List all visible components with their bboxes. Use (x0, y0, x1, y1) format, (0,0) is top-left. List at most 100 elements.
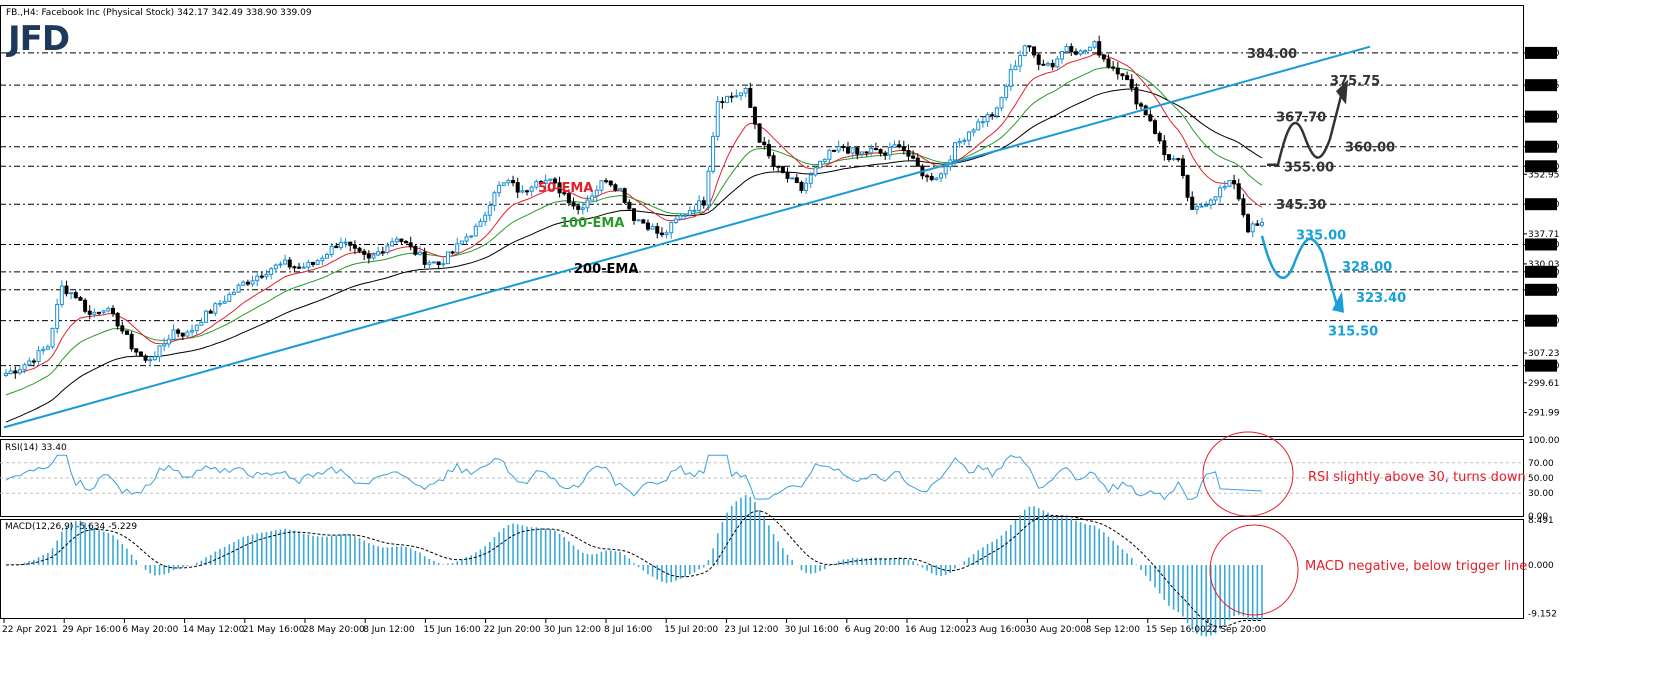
candle-body (645, 222, 650, 230)
candle (1069, 43, 1074, 56)
candle (324, 252, 329, 259)
candle-body (83, 299, 88, 312)
candle (548, 178, 553, 183)
level-label: 367.70 (1276, 111, 1326, 126)
time-tick-label: 30 Jul 16:00 (785, 625, 839, 635)
candle (492, 190, 497, 212)
candle-body (669, 222, 674, 234)
candle (901, 140, 906, 155)
candle (1180, 154, 1185, 179)
candle-body (1241, 198, 1246, 216)
candle-body (152, 356, 157, 361)
candle (850, 146, 855, 160)
candle-body (520, 190, 525, 193)
candle-body (701, 200, 706, 206)
candle (17, 365, 22, 375)
candle-body (148, 359, 153, 362)
candle-body (422, 251, 427, 265)
candle-body (176, 329, 181, 334)
candle (845, 141, 850, 155)
candle (911, 150, 916, 160)
time-tick-label: 30 Aug 20:00 (1025, 625, 1086, 635)
candle (613, 183, 618, 192)
price-tick-label: 352.95 (1528, 170, 1560, 180)
candle-body (455, 243, 460, 254)
candle (1027, 45, 1032, 52)
candle-body (571, 202, 576, 207)
candle-body (371, 254, 376, 259)
candle-body (217, 302, 222, 305)
candle-body (1153, 120, 1158, 134)
price-tick-label: 291.99 (1528, 409, 1560, 419)
candle (562, 191, 567, 196)
candle-body (697, 200, 702, 211)
candle-body (715, 101, 720, 137)
candle (1255, 220, 1260, 227)
time-axis: 22 Apr 2021 29 Apr 16:00 6 May 20:00 14 May… (2, 619, 1266, 635)
price-label-box (1525, 198, 1557, 211)
candle-body (976, 121, 981, 131)
candle (1022, 44, 1027, 57)
candle (632, 208, 636, 225)
time-tick-label: 22 Sep 20:00 (1206, 625, 1266, 635)
candle-body (385, 245, 390, 253)
candle-body (269, 268, 274, 275)
candle (227, 292, 232, 302)
jfd-logo: JFD (6, 19, 69, 59)
candle (190, 324, 195, 336)
candle (69, 292, 74, 300)
candle (1162, 135, 1167, 161)
candle-body (55, 304, 60, 329)
candle-body (1171, 158, 1176, 161)
candle-body (1036, 54, 1041, 65)
candle (766, 139, 771, 159)
candle (915, 153, 920, 167)
candle-body (1236, 183, 1241, 200)
candle-body (832, 149, 837, 152)
candle (618, 187, 623, 192)
candle (734, 89, 739, 99)
time-tick-label: 8 Jun 12:00 (363, 625, 415, 635)
candle (1064, 43, 1069, 54)
candle (287, 256, 292, 270)
candle (469, 235, 474, 239)
candle (134, 348, 139, 356)
candle (1190, 191, 1195, 210)
candle-body (436, 261, 441, 266)
candle-body (129, 333, 134, 350)
candle-body (925, 175, 930, 178)
candle-body (366, 253, 371, 259)
candle-body (501, 182, 506, 186)
price-tick-label: 330.03 (1528, 260, 1560, 270)
candle (73, 290, 78, 300)
candle (738, 92, 743, 101)
candle-body (413, 245, 418, 255)
candle-body (692, 209, 697, 212)
candle (255, 272, 260, 287)
candle (1208, 198, 1213, 210)
time-tick-label: 22 Apr 2021 (2, 625, 58, 635)
candle-body (376, 251, 381, 256)
price-label-box (1525, 265, 1557, 278)
candle-body (1139, 103, 1144, 107)
main-panel-frame (0, 5, 1524, 437)
candle (641, 218, 646, 224)
candle-body (1106, 58, 1111, 68)
candle (45, 344, 50, 350)
candle (441, 258, 446, 269)
candle (687, 206, 692, 217)
candle-body (222, 300, 227, 304)
candle (55, 298, 60, 334)
candle-body (613, 184, 618, 191)
candle-body (1185, 174, 1190, 198)
candle (1194, 202, 1199, 215)
time-tick-label: 22 Jun 20:00 (484, 625, 541, 635)
candle-body (529, 186, 534, 192)
candle (208, 309, 213, 314)
candle-body (1232, 180, 1237, 185)
candle (827, 148, 832, 164)
candle (925, 173, 930, 182)
candle (13, 366, 18, 379)
candle (41, 345, 46, 355)
candle-body (632, 208, 636, 221)
